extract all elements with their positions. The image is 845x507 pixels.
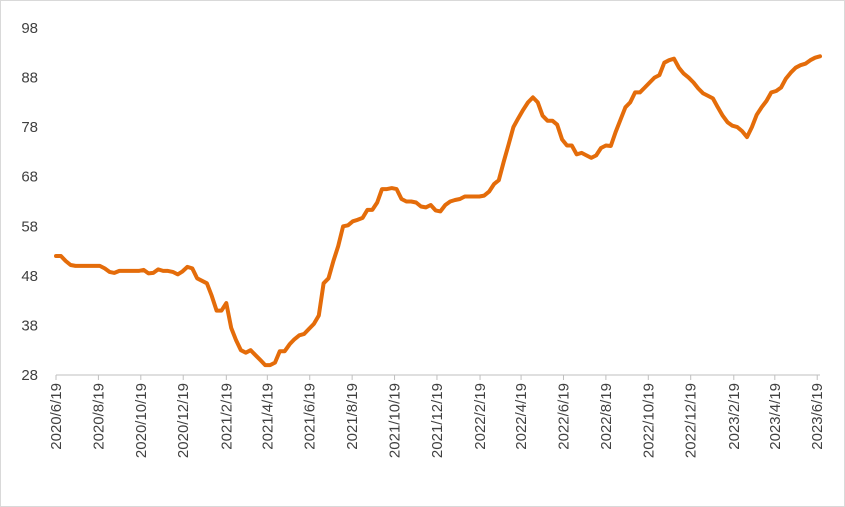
y-tick-label: 78 [21,119,38,136]
x-tick: 2023/4/19 [767,375,784,450]
x-tick: 2022/12/19 [683,375,700,458]
x-tick: 2023/6/19 [809,375,826,450]
x-tick-label: 2023/6/19 [809,383,826,450]
y-tick: 58 [21,218,38,235]
y-tick-label: 38 [21,317,38,334]
x-tick-label: 2022/12/19 [683,383,700,458]
x-tick: 2022/2/19 [472,375,489,450]
x-tick: 2022/6/19 [555,375,572,450]
x-tick-label: 2021/6/19 [302,383,319,450]
y-tick-label: 68 [21,169,38,186]
x-tick-label: 2022/8/19 [598,383,615,450]
x-axis: 2020/6/19 2020/8/19 2020/10/19 2020/12/19 20… [48,374,826,458]
y-tick: 78 [21,119,38,136]
x-tick: 2022/8/19 [598,375,615,450]
x-tick: 2021/4/19 [259,375,276,450]
plot-area [54,54,822,368]
x-tick-label: 2022/6/19 [555,383,572,450]
y-axis: 28 38 48 58 68 78 88 98 [21,20,38,384]
x-tick: 2021/6/19 [302,375,319,450]
x-tick-label: 2022/2/19 [472,383,489,450]
y-tick-label: 28 [21,367,38,384]
x-tick-label: 2022/10/19 [640,383,657,458]
y-tick: 38 [21,317,38,334]
y-tick: 88 [21,70,38,87]
y-tick-label: 98 [21,20,38,37]
x-tick: 2020/10/19 [133,375,150,458]
x-tick: 2023/2/19 [726,375,743,450]
x-tick: 2022/4/19 [513,375,530,450]
x-tick: 2022/10/19 [640,375,657,458]
x-tick-label: 2023/2/19 [726,383,743,450]
y-tick-label: 88 [21,70,38,87]
x-tick-label: 2020/8/19 [90,383,107,450]
x-tick: 2021/8/19 [344,375,361,450]
x-tick: 2021/10/19 [387,375,404,458]
x-tick-label: 2021/2/19 [218,383,235,450]
x-tick: 2020/8/19 [90,375,107,450]
y-tick-label: 58 [21,218,38,235]
x-tick-label: 2020/12/19 [175,383,192,458]
y-tick: 98 [21,20,38,37]
series-line [54,54,822,368]
x-tick: 2021/12/19 [429,375,446,458]
x-tick-label: 2020/6/19 [48,383,65,450]
y-tick-label: 48 [21,268,38,285]
y-tick: 68 [21,169,38,186]
x-tick-label: 2021/10/19 [387,383,404,458]
y-tick: 48 [21,268,38,285]
x-tick-label: 2022/4/19 [513,383,530,450]
x-tick: 2020/6/19 [48,375,65,450]
x-tick-label: 2021/4/19 [259,383,276,450]
x-tick-label: 2023/4/19 [767,383,784,450]
x-tick: 2020/12/19 [175,375,192,458]
x-tick-label: 2021/8/19 [344,383,361,450]
x-tick-label: 2021/12/19 [429,383,446,458]
y-tick: 28 [21,367,38,384]
x-tick-label: 2020/10/19 [133,383,150,458]
x-tick: 2021/2/19 [218,375,235,450]
